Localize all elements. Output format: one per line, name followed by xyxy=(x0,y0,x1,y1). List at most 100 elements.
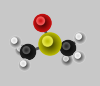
Circle shape xyxy=(21,61,25,66)
Circle shape xyxy=(42,36,58,52)
Circle shape xyxy=(34,15,51,31)
Circle shape xyxy=(64,44,72,52)
Circle shape xyxy=(14,40,17,44)
Circle shape xyxy=(24,48,32,56)
Circle shape xyxy=(23,47,29,53)
Circle shape xyxy=(42,22,43,24)
Circle shape xyxy=(40,20,45,26)
Circle shape xyxy=(24,48,32,56)
Circle shape xyxy=(13,39,15,42)
Circle shape xyxy=(64,57,70,63)
Circle shape xyxy=(19,48,20,49)
Circle shape xyxy=(23,63,26,67)
Circle shape xyxy=(24,64,25,66)
Circle shape xyxy=(21,62,28,68)
Circle shape xyxy=(61,41,75,55)
Circle shape xyxy=(19,48,23,52)
Circle shape xyxy=(77,55,79,57)
Circle shape xyxy=(77,35,83,41)
Circle shape xyxy=(78,56,80,58)
Circle shape xyxy=(43,37,57,51)
Circle shape xyxy=(78,36,82,40)
Circle shape xyxy=(79,37,81,39)
Circle shape xyxy=(17,46,25,54)
Circle shape xyxy=(12,38,17,43)
Circle shape xyxy=(34,15,51,31)
Circle shape xyxy=(78,56,80,58)
Circle shape xyxy=(78,56,80,58)
Circle shape xyxy=(26,49,30,55)
Circle shape xyxy=(17,46,25,54)
Circle shape xyxy=(23,47,33,57)
Circle shape xyxy=(65,58,67,59)
Circle shape xyxy=(12,39,16,42)
Circle shape xyxy=(45,39,55,49)
Circle shape xyxy=(62,42,74,54)
Circle shape xyxy=(40,34,60,54)
Circle shape xyxy=(37,17,44,25)
Circle shape xyxy=(22,62,27,68)
Circle shape xyxy=(18,47,22,50)
Circle shape xyxy=(37,17,44,24)
Circle shape xyxy=(66,45,70,50)
Circle shape xyxy=(66,45,67,47)
Circle shape xyxy=(77,55,78,56)
Circle shape xyxy=(44,37,52,45)
Circle shape xyxy=(19,48,23,52)
Circle shape xyxy=(12,38,19,46)
Circle shape xyxy=(64,43,69,49)
Circle shape xyxy=(76,54,82,60)
Circle shape xyxy=(40,21,45,25)
Circle shape xyxy=(35,16,50,30)
Circle shape xyxy=(45,39,50,44)
Circle shape xyxy=(74,52,84,62)
Circle shape xyxy=(77,35,80,38)
Circle shape xyxy=(20,44,36,60)
Circle shape xyxy=(38,19,43,23)
Circle shape xyxy=(78,36,82,40)
Circle shape xyxy=(40,20,42,22)
Circle shape xyxy=(76,54,80,57)
Circle shape xyxy=(25,49,31,55)
Circle shape xyxy=(24,48,32,56)
Circle shape xyxy=(66,59,68,61)
Circle shape xyxy=(74,52,84,62)
Circle shape xyxy=(49,43,51,45)
Circle shape xyxy=(21,45,35,59)
Circle shape xyxy=(41,35,59,53)
Circle shape xyxy=(23,47,33,57)
Circle shape xyxy=(18,47,22,51)
Circle shape xyxy=(40,20,41,22)
Circle shape xyxy=(16,45,26,55)
Circle shape xyxy=(78,36,82,40)
Circle shape xyxy=(67,47,69,49)
Circle shape xyxy=(76,34,84,42)
Circle shape xyxy=(79,37,81,39)
Circle shape xyxy=(17,46,25,54)
Circle shape xyxy=(47,41,53,47)
Circle shape xyxy=(76,34,84,42)
Circle shape xyxy=(48,42,52,46)
Circle shape xyxy=(45,39,55,49)
Circle shape xyxy=(64,57,68,61)
Circle shape xyxy=(22,46,34,58)
Circle shape xyxy=(65,45,71,51)
Circle shape xyxy=(18,47,24,53)
Circle shape xyxy=(16,45,26,55)
Circle shape xyxy=(75,33,85,43)
Circle shape xyxy=(23,64,26,66)
Circle shape xyxy=(12,38,17,43)
Circle shape xyxy=(19,60,30,70)
Circle shape xyxy=(22,63,24,65)
Circle shape xyxy=(75,53,83,61)
Circle shape xyxy=(77,35,81,38)
Circle shape xyxy=(24,48,28,52)
Circle shape xyxy=(10,37,21,47)
Circle shape xyxy=(13,40,18,44)
Circle shape xyxy=(23,47,30,53)
Circle shape xyxy=(20,60,30,70)
Circle shape xyxy=(22,62,25,65)
Circle shape xyxy=(10,36,21,48)
Circle shape xyxy=(36,16,49,30)
Circle shape xyxy=(20,61,29,69)
